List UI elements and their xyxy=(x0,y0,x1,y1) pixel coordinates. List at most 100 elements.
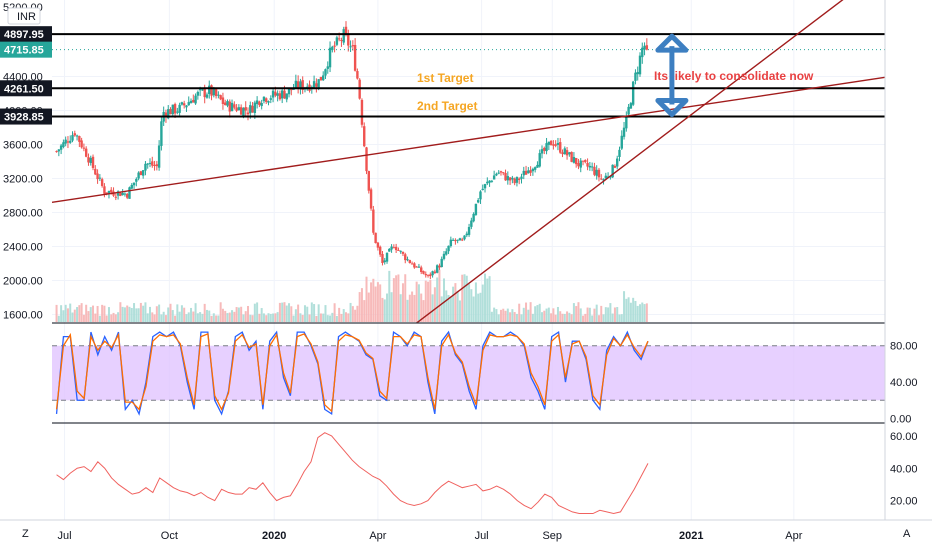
candle-body xyxy=(559,142,562,153)
volume-bar xyxy=(372,278,375,322)
volume-bar xyxy=(468,283,471,322)
candle-body xyxy=(287,87,291,95)
volume-bar xyxy=(433,287,436,322)
volume-bar xyxy=(431,294,434,322)
zoom-button[interactable]: Z xyxy=(22,528,29,540)
candle-body xyxy=(78,136,81,142)
candle-body xyxy=(397,249,400,251)
candle-body xyxy=(171,104,174,115)
volume-bar xyxy=(82,314,85,322)
candle-body xyxy=(265,98,268,102)
candle-body xyxy=(100,179,104,186)
volume-bar xyxy=(169,303,172,322)
volume-bar xyxy=(89,307,92,322)
time-axis: Jul Oct 2020 Apr Jul Sep 2021 Apr xyxy=(58,530,803,542)
volume-bar xyxy=(556,306,559,322)
candle-body xyxy=(611,164,614,178)
volume-bar xyxy=(440,296,443,322)
volume-bar xyxy=(429,280,432,322)
candle-body xyxy=(157,145,161,168)
volume-bar xyxy=(620,314,623,322)
volume-bar xyxy=(538,303,541,322)
volume-bar xyxy=(495,309,498,322)
volume-bar xyxy=(96,305,99,322)
volume-bar xyxy=(228,312,231,322)
volume-bar xyxy=(178,311,181,322)
auto-scale-button[interactable]: A xyxy=(903,528,911,540)
volume-bar xyxy=(479,292,482,322)
candle-body xyxy=(296,81,300,89)
y-tick-label: 2000.00 xyxy=(3,276,43,288)
candle-body xyxy=(71,135,74,141)
candle-body xyxy=(276,93,279,96)
volume-bar xyxy=(499,309,502,322)
candle-body xyxy=(622,127,626,137)
volume-bar xyxy=(340,313,343,322)
volume-bar xyxy=(392,278,395,322)
volume-bar xyxy=(71,312,74,322)
volume-bar xyxy=(411,291,414,322)
volume-bar xyxy=(297,304,300,322)
volume-bar xyxy=(301,314,304,322)
volume-bar xyxy=(192,311,195,322)
volume-bar xyxy=(183,307,186,322)
candle-body xyxy=(476,200,480,203)
volume-bar xyxy=(267,313,270,322)
stoch-y-tick-label: 80.00 xyxy=(890,341,918,353)
candle-body xyxy=(506,176,510,181)
level-badge xyxy=(0,108,52,125)
candle-body xyxy=(381,254,384,264)
candle-body xyxy=(239,107,243,115)
candle-body xyxy=(577,163,580,167)
candle-body xyxy=(173,104,177,114)
candle-body xyxy=(224,102,227,106)
volume-bar xyxy=(360,288,363,322)
volume-bar xyxy=(616,307,619,322)
candle-body xyxy=(328,47,332,68)
candle-body xyxy=(103,186,106,194)
candle-body xyxy=(66,141,70,143)
volume-bar xyxy=(643,304,646,322)
candle-body xyxy=(312,81,316,88)
volume-bar xyxy=(536,305,539,322)
volume-bar xyxy=(278,302,281,322)
candle-body xyxy=(597,169,601,178)
annotation-1st-target: 1st Target xyxy=(417,71,473,85)
candle-body xyxy=(604,175,608,179)
volume-bar xyxy=(235,307,238,322)
candle-body xyxy=(438,265,441,268)
candle-body xyxy=(638,55,642,75)
y-tick-label: 1600.00 xyxy=(3,310,43,322)
volume-bar xyxy=(541,312,543,322)
double-arrow-icon[interactable] xyxy=(655,33,689,118)
currency-label: INR xyxy=(17,11,36,23)
volume-bar xyxy=(201,313,204,322)
candle-body xyxy=(556,142,560,145)
volume-bar xyxy=(57,315,60,322)
volume-bar xyxy=(472,296,475,322)
candle-body xyxy=(547,141,551,145)
candle-body xyxy=(363,126,366,147)
candle-body xyxy=(214,88,218,97)
currency-badge[interactable]: INR xyxy=(7,7,41,25)
candle-body xyxy=(388,248,391,252)
volume-bar xyxy=(167,307,170,322)
candle-body xyxy=(164,112,168,117)
candle-body xyxy=(579,160,582,168)
volume-bar xyxy=(415,281,418,322)
volume-bar xyxy=(602,314,605,322)
candle-body xyxy=(192,99,195,103)
volume-bar xyxy=(570,314,573,322)
candle-body xyxy=(169,109,172,115)
volume-bar xyxy=(292,315,295,322)
volume-bar xyxy=(313,304,316,322)
candle-body xyxy=(406,259,409,261)
candle-body xyxy=(326,66,329,69)
candle-body xyxy=(185,105,188,108)
candle-body xyxy=(627,106,630,115)
volume-bar xyxy=(219,302,222,322)
candle-body xyxy=(442,253,446,259)
volume-bar xyxy=(634,300,637,322)
volume-bar xyxy=(424,280,427,322)
